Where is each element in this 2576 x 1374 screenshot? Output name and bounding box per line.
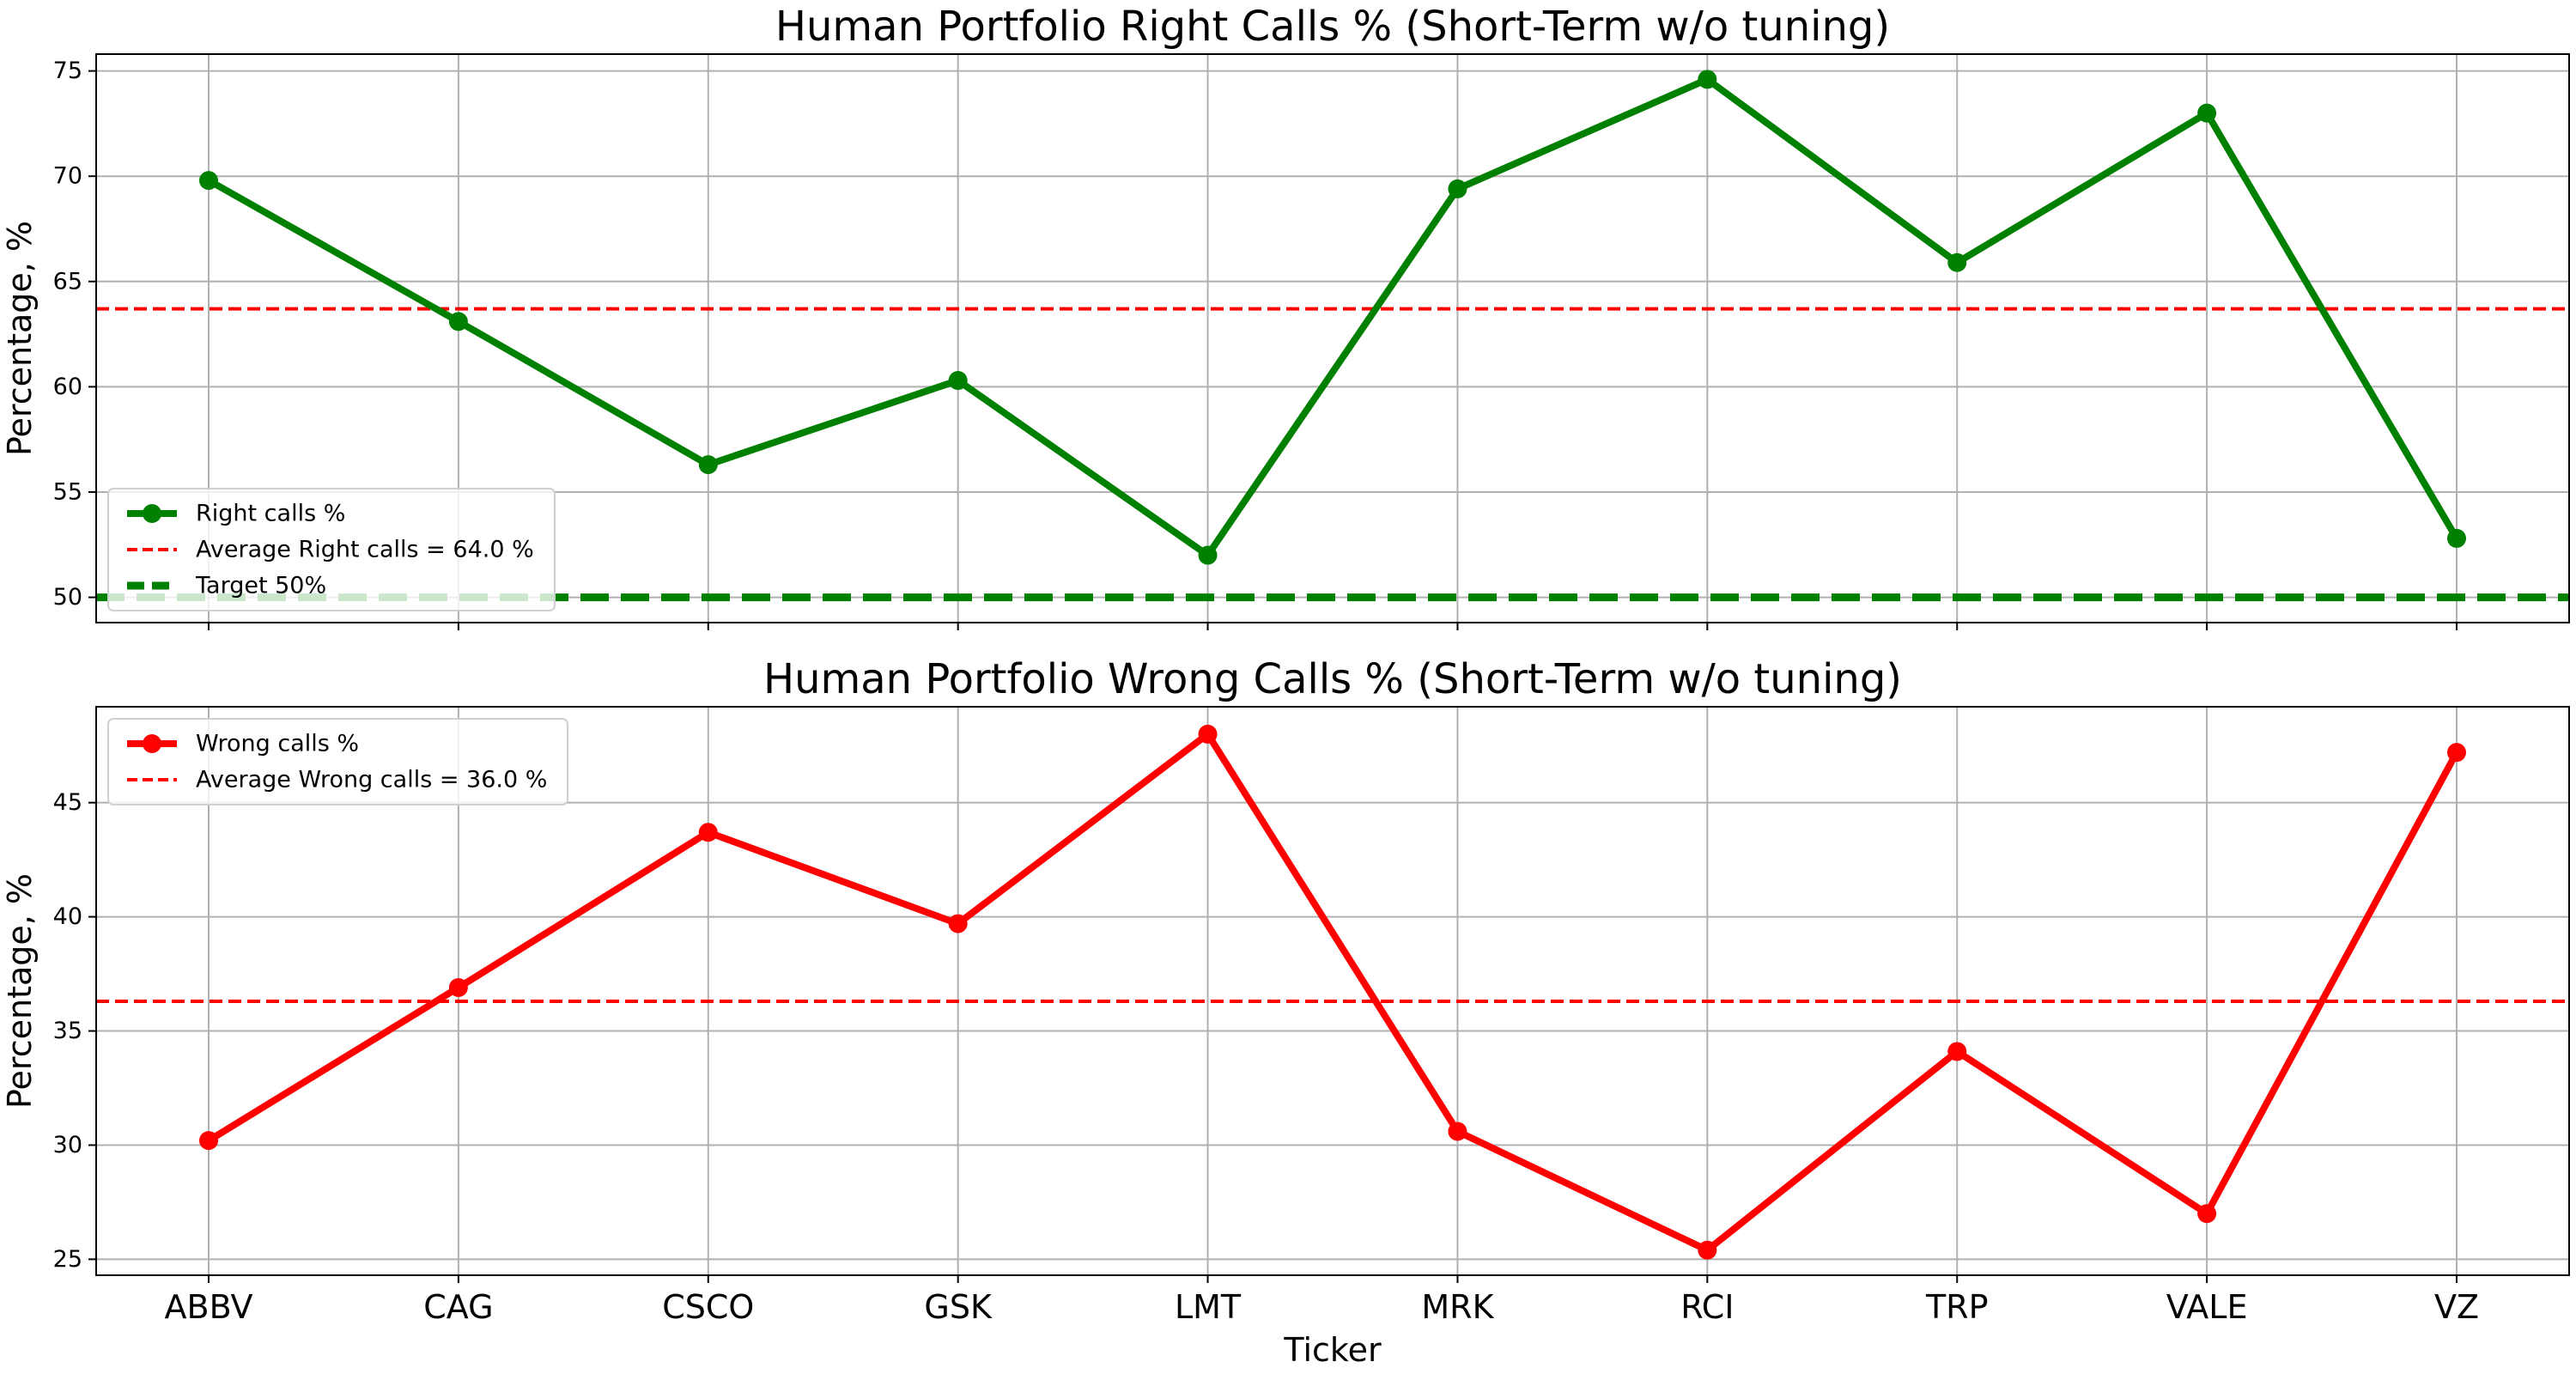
data-point	[2197, 103, 2217, 123]
plot-frame	[95, 706, 2570, 1276]
data-point	[199, 1131, 218, 1151]
data-point	[1947, 1042, 1967, 1061]
x-tick-label: VZ	[2434, 1288, 2479, 1326]
panel-2: 25 30 35 40 45 ABBV CAG CSCO GSK LMT MRK RCI TRP VALE…	[1, 655, 2570, 1369]
legend-box	[107, 488, 556, 611]
y-tick-label: 25	[53, 1246, 82, 1273]
y-tick-label: 65	[53, 268, 82, 295]
x-tick-label: LMT	[1175, 1288, 1242, 1326]
legend-marker	[143, 734, 161, 753]
data-point	[698, 823, 718, 842]
y-tick-label: 75	[53, 58, 82, 84]
legend: Wrong calls % Average Wrong calls = 36.0 …	[107, 718, 568, 806]
x-tick-label: VALE	[2166, 1288, 2248, 1326]
data-point	[1947, 252, 1967, 272]
x-tick-label: GSK	[924, 1288, 993, 1326]
y-tick-label: 70	[53, 163, 82, 190]
data-point	[448, 978, 468, 998]
y-tick-label: 60	[53, 374, 82, 400]
series-line	[206, 730, 2460, 1254]
legend-marker	[143, 504, 161, 523]
legend-label: Wrong calls %	[196, 731, 359, 757]
data-point	[698, 455, 718, 475]
data-point	[948, 914, 968, 933]
data-point	[1198, 724, 1218, 744]
data-point	[948, 371, 968, 391]
y-axis-label: Percentage, %	[1, 221, 39, 456]
y-tick-label: 55	[53, 478, 82, 505]
legend-label: Right calls %	[196, 501, 345, 527]
x-axis-label: Ticker	[1283, 1331, 1382, 1369]
x-tick-label: CSCO	[662, 1288, 754, 1326]
y-tick-label: 50	[53, 584, 82, 611]
y-tick-label: 35	[53, 1018, 82, 1044]
x-tick-label: MRK	[1421, 1288, 1494, 1326]
legend-label: Average Wrong calls = 36.0 %	[196, 767, 547, 793]
data-point	[2447, 528, 2466, 548]
chart-title: Human Portfolio Right Calls % (Short-Ter…	[775, 3, 1890, 51]
data-point	[1448, 179, 1467, 198]
data-point	[2447, 743, 2466, 763]
y-tick-label: 40	[53, 903, 82, 930]
plot-frame	[95, 53, 2570, 623]
data-point	[1198, 545, 1218, 565]
y-tick-label: 45	[53, 789, 82, 816]
x-tick-label: CAG	[423, 1288, 493, 1326]
chart-title: Human Portfolio Wrong Calls % (Short-Ter…	[763, 655, 1902, 703]
data-point	[2197, 1204, 2217, 1224]
data-point	[1448, 1122, 1467, 1141]
x-tick-label: ABBV	[165, 1288, 253, 1326]
panel-1: 50 55 60 65 70 75 Human Portfolio Right Calls …	[1, 3, 2570, 630]
series-line	[207, 76, 2460, 559]
data-point	[448, 312, 468, 331]
y-tick-label: 30	[53, 1132, 82, 1158]
data-point	[1698, 70, 1717, 89]
x-tick-label: TRP	[1925, 1288, 1989, 1326]
x-tick-label: RCI	[1680, 1288, 1734, 1326]
data-point	[199, 171, 218, 191]
data-point	[1698, 1240, 1717, 1260]
legend: Right calls % Average Right calls = 64.0 …	[107, 488, 556, 611]
legend-label: Target 50%	[195, 573, 326, 599]
legend-box	[107, 718, 568, 806]
y-axis-label: Percentage, %	[1, 873, 39, 1109]
legend-label: Average Right calls = 64.0 %	[196, 537, 534, 563]
